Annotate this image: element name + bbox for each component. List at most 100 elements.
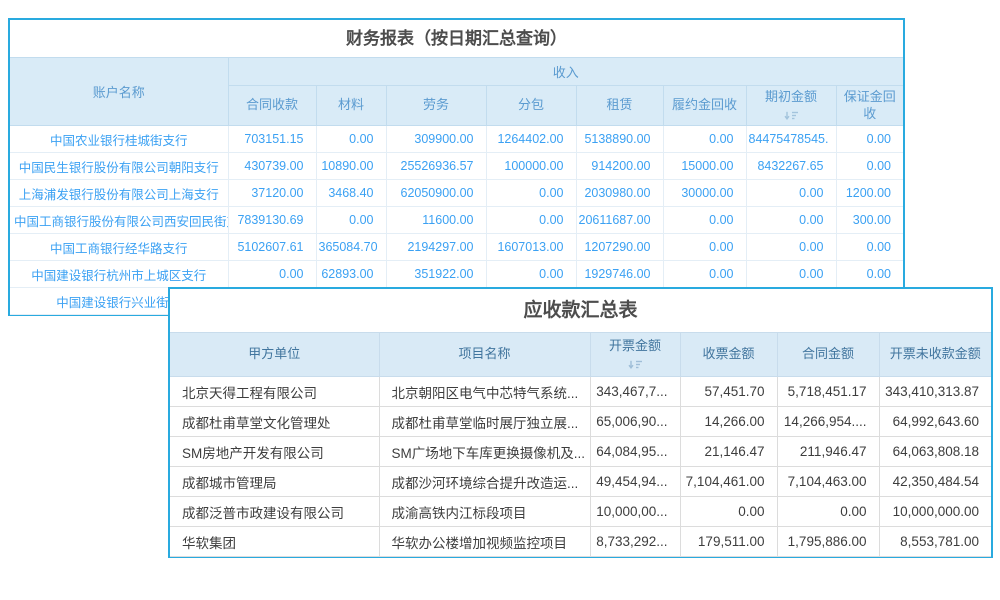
contract-receipt-cell: 430739.00 bbox=[227, 152, 317, 180]
contract-amount-cell: 1,795,886.00 bbox=[776, 526, 880, 557]
performance-bond-cell: 0.00 bbox=[662, 260, 747, 288]
column-header-received-amount[interactable]: 收票金额 bbox=[679, 332, 778, 377]
group-header-income: 收入 bbox=[227, 57, 903, 86]
column-header-account[interactable]: 账户名称 bbox=[10, 57, 229, 126]
contract-amount-cell: 211,946.47 bbox=[776, 436, 880, 467]
finance-table-body: 中国农业银行桂城街支行 703151.15 0.00 309900.00 126… bbox=[10, 125, 903, 315]
column-header-labor[interactable]: 劳务 bbox=[385, 85, 487, 126]
material-cell: 0.00 bbox=[315, 206, 387, 234]
receivables-table-row: 成都杜甫草堂文化管理处 成都杜甫草堂临时展厅独立展... 65,006,90..… bbox=[170, 406, 991, 437]
account-name-cell: 中国工商银行股份有限公司西安回民街支 bbox=[10, 206, 229, 234]
project-cell: 北京朝阳区电气中芯特气系统... bbox=[378, 376, 591, 407]
lease-cell: 20611687.00 bbox=[575, 206, 664, 234]
invoiced-amount-cell: 49,454,94... bbox=[589, 466, 681, 497]
contract-receipt-cell: 7839130.69 bbox=[227, 206, 317, 234]
party-cell: SM房地产开发有限公司 bbox=[170, 436, 380, 467]
receivables-summary-window: 应收款汇总表 甲方单位 项目名称 开票金额 bbox=[168, 287, 993, 558]
account-name-cell: 上海浦发银行股份有限公司上海支行 bbox=[10, 179, 229, 207]
column-header-project[interactable]: 项目名称 bbox=[378, 332, 591, 377]
subcontract-cell: 100000.00 bbox=[485, 152, 577, 180]
column-header-lease[interactable]: 租赁 bbox=[575, 85, 664, 126]
uncollected-amount-cell: 64,992,643.60 bbox=[878, 406, 991, 437]
invoiced-amount-cell: 343,467,7... bbox=[589, 376, 681, 407]
finance-report-title: 财务报表（按日期汇总查询） bbox=[346, 29, 567, 48]
column-header-opening-balance[interactable]: 期初金额 bbox=[745, 85, 837, 126]
column-header-material[interactable]: 材料 bbox=[315, 85, 387, 126]
opening-balance-cell: 84475478545. bbox=[745, 125, 837, 153]
column-header-contract-amount[interactable]: 合同金额 bbox=[776, 332, 880, 377]
sort-descending-icon[interactable] bbox=[627, 360, 643, 369]
received-amount-cell: 0.00 bbox=[679, 496, 778, 527]
opening-balance-cell: 0.00 bbox=[745, 179, 837, 207]
lease-cell: 1929746.00 bbox=[575, 260, 664, 288]
subcontract-cell: 1264402.00 bbox=[485, 125, 577, 153]
performance-bond-cell: 15000.00 bbox=[662, 152, 747, 180]
contract-amount-cell: 7,104,463.00 bbox=[776, 466, 880, 497]
party-cell: 北京天得工程有限公司 bbox=[170, 376, 380, 407]
project-cell: 成都沙河环境综合提升改造运... bbox=[378, 466, 591, 497]
party-cell: 华软集团 bbox=[170, 526, 380, 557]
receivables-table-row: 北京天得工程有限公司 北京朝阳区电气中芯特气系统... 343,467,7...… bbox=[170, 376, 991, 407]
receivables-table-row: SM房地产开发有限公司 SM广场地下车库更换摄像机及... 64,084,95.… bbox=[170, 436, 991, 467]
subcontract-cell: 0.00 bbox=[485, 179, 577, 207]
column-header-performance-bond[interactable]: 履约金回收 bbox=[662, 85, 747, 126]
finance-table-row: 中国建设银行杭州市上城区支行 0.00 62893.00 351922.00 0… bbox=[10, 260, 903, 288]
contract-receipt-cell: 0.00 bbox=[227, 260, 317, 288]
deposit-recovery-cell: 300.00 bbox=[835, 206, 903, 234]
column-header-uncollected-amount[interactable]: 开票未收款金额 bbox=[878, 332, 991, 377]
labor-cell: 11600.00 bbox=[385, 206, 487, 234]
finance-table-row: 中国农业银行桂城街支行 703151.15 0.00 309900.00 126… bbox=[10, 125, 903, 153]
sort-descending-icon[interactable] bbox=[783, 111, 799, 120]
receivables-summary-title: 应收款汇总表 bbox=[523, 300, 638, 321]
uncollected-amount-cell: 64,063,808.18 bbox=[878, 436, 991, 467]
lease-cell: 2030980.00 bbox=[575, 179, 664, 207]
column-header-subcontract[interactable]: 分包 bbox=[485, 85, 577, 126]
receivables-table-body: 北京天得工程有限公司 北京朝阳区电气中芯特气系统... 343,467,7...… bbox=[170, 376, 991, 557]
party-cell: 成都城市管理局 bbox=[170, 466, 380, 497]
subcontract-cell: 1607013.00 bbox=[485, 233, 577, 261]
lease-cell: 914200.00 bbox=[575, 152, 664, 180]
material-cell: 62893.00 bbox=[315, 260, 387, 288]
lease-cell: 5138890.00 bbox=[575, 125, 664, 153]
performance-bond-cell: 0.00 bbox=[662, 233, 747, 261]
contract-receipt-cell: 5102607.61 bbox=[227, 233, 317, 261]
contract-amount-cell: 14,266,954.... bbox=[776, 406, 880, 437]
deposit-recovery-cell: 0.00 bbox=[835, 125, 903, 153]
deposit-recovery-cell: 0.00 bbox=[835, 233, 903, 261]
project-cell: 成都杜甫草堂临时展厅独立展... bbox=[378, 406, 591, 437]
invoiced-amount-cell: 8,733,292... bbox=[589, 526, 681, 557]
performance-bond-cell: 0.00 bbox=[662, 125, 747, 153]
receivables-table-row: 成都城市管理局 成都沙河环境综合提升改造运... 49,454,94... 7,… bbox=[170, 466, 991, 497]
contract-amount-cell: 0.00 bbox=[776, 496, 880, 527]
labor-cell: 351922.00 bbox=[385, 260, 487, 288]
receivables-summary-table: 甲方单位 项目名称 开票金额 收票金额 合同金额 bbox=[170, 332, 991, 557]
receivables-table-row: 成都泛普市政建设有限公司 成渝高铁内江标段项目 10,000,00... 0.0… bbox=[170, 496, 991, 527]
received-amount-cell: 57,451.70 bbox=[679, 376, 778, 407]
contract-amount-cell: 5,718,451.17 bbox=[776, 376, 880, 407]
uncollected-amount-cell: 42,350,484.54 bbox=[878, 466, 991, 497]
invoiced-amount-cell: 65,006,90... bbox=[589, 406, 681, 437]
project-cell: 成渝高铁内江标段项目 bbox=[378, 496, 591, 527]
contract-receipt-cell: 37120.00 bbox=[227, 179, 317, 207]
material-cell: 10890.00 bbox=[315, 152, 387, 180]
received-amount-cell: 21,146.47 bbox=[679, 436, 778, 467]
account-name-cell: 中国农业银行桂城街支行 bbox=[10, 125, 229, 153]
account-name-cell: 中国民生银行股份有限公司朝阳支行 bbox=[10, 152, 229, 180]
column-header-contract-receipt[interactable]: 合同收款 bbox=[228, 85, 317, 126]
project-cell: SM广场地下车库更换摄像机及... bbox=[378, 436, 591, 467]
material-cell: 3468.40 bbox=[315, 179, 387, 207]
invoiced-amount-cell: 64,084,95... bbox=[589, 436, 681, 467]
performance-bond-cell: 0.00 bbox=[662, 206, 747, 234]
opening-balance-cell: 8432267.65 bbox=[745, 152, 837, 180]
column-header-invoiced-amount[interactable]: 开票金额 bbox=[589, 332, 681, 377]
finance-table-row: 中国工商银行经华路支行 5102607.61 365084.70 2194297… bbox=[10, 233, 903, 261]
deposit-recovery-cell: 0.00 bbox=[835, 152, 903, 180]
opening-balance-cell: 0.00 bbox=[745, 206, 837, 234]
received-amount-cell: 7,104,461.00 bbox=[679, 466, 778, 497]
column-header-deposit-recovery[interactable]: 保证金回收 bbox=[835, 85, 903, 126]
column-header-party[interactable]: 甲方单位 bbox=[170, 332, 380, 377]
contract-receipt-cell: 703151.15 bbox=[227, 125, 317, 153]
labor-cell: 62050900.00 bbox=[385, 179, 487, 207]
finance-report-window: 财务报表（按日期汇总查询） 账户名称 收入 合同收款 材料 劳务 分包 租赁 履… bbox=[8, 18, 905, 316]
finance-table-row: 上海浦发银行股份有限公司上海支行 37120.00 3468.40 620509… bbox=[10, 179, 903, 207]
